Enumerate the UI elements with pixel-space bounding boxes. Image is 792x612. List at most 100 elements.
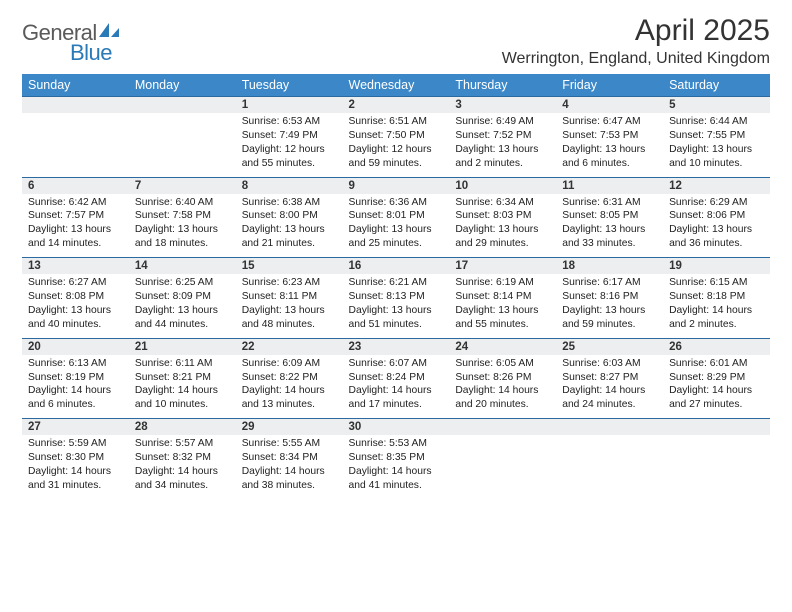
day-number-cell: 8 <box>236 177 343 194</box>
day-data: Sunrise: 5:59 AMSunset: 8:30 PMDaylight:… <box>22 435 129 499</box>
day-data: Sunrise: 6:11 AMSunset: 8:21 PMDaylight:… <box>129 355 236 419</box>
day-data-cell: Sunrise: 5:59 AMSunset: 8:30 PMDaylight:… <box>22 435 129 499</box>
day-data: Sunrise: 6:13 AMSunset: 8:19 PMDaylight:… <box>22 355 129 419</box>
day-data-cell <box>663 435 770 499</box>
day-number-cell: 16 <box>343 258 450 275</box>
day-number: 25 <box>556 339 663 355</box>
day-number: 5 <box>663 97 770 113</box>
day-data-cell: Sunrise: 6:05 AMSunset: 8:26 PMDaylight:… <box>449 355 556 419</box>
logo: GeneralBlue <box>22 14 120 66</box>
week-data-row: Sunrise: 5:59 AMSunset: 8:30 PMDaylight:… <box>22 435 770 499</box>
day-data-cell: Sunrise: 6:42 AMSunset: 7:57 PMDaylight:… <box>22 194 129 258</box>
day-data: Sunrise: 6:27 AMSunset: 8:08 PMDaylight:… <box>22 274 129 338</box>
day-data: Sunrise: 6:17 AMSunset: 8:16 PMDaylight:… <box>556 274 663 338</box>
day-data <box>449 435 556 493</box>
day-number: 19 <box>663 258 770 274</box>
day-number-cell: 18 <box>556 258 663 275</box>
day-data-cell <box>129 113 236 177</box>
calendar-body: 12345 Sunrise: 6:53 AMSunset: 7:49 PMDay… <box>22 97 770 499</box>
day-number-cell: 10 <box>449 177 556 194</box>
day-number: 23 <box>343 339 450 355</box>
day-data-cell: Sunrise: 5:53 AMSunset: 8:35 PMDaylight:… <box>343 435 450 499</box>
day-data <box>129 113 236 171</box>
day-number-cell: 11 <box>556 177 663 194</box>
day-header: Saturday <box>663 74 770 97</box>
day-number: 10 <box>449 178 556 194</box>
day-number: 17 <box>449 258 556 274</box>
day-number-cell: 15 <box>236 258 343 275</box>
calendar-table: SundayMondayTuesdayWednesdayThursdayFrid… <box>22 74 770 499</box>
day-number: 15 <box>236 258 343 274</box>
day-data-cell: Sunrise: 6:01 AMSunset: 8:29 PMDaylight:… <box>663 355 770 419</box>
day-data-cell: Sunrise: 6:38 AMSunset: 8:00 PMDaylight:… <box>236 194 343 258</box>
week-number-row: 6789101112 <box>22 177 770 194</box>
day-number-cell <box>556 419 663 436</box>
day-number: 20 <box>22 339 129 355</box>
day-data <box>22 113 129 171</box>
day-number-cell <box>22 97 129 114</box>
day-number-cell: 29 <box>236 419 343 436</box>
day-number-cell: 3 <box>449 97 556 114</box>
month-title: April 2025 <box>502 14 770 48</box>
day-number-cell: 2 <box>343 97 450 114</box>
day-number: 11 <box>556 178 663 194</box>
day-data: Sunrise: 6:36 AMSunset: 8:01 PMDaylight:… <box>343 194 450 258</box>
location-text: Werrington, England, United Kingdom <box>502 50 770 68</box>
day-data: Sunrise: 5:55 AMSunset: 8:34 PMDaylight:… <box>236 435 343 499</box>
day-number: 28 <box>129 419 236 435</box>
logo-text-blue: Blue <box>70 40 120 66</box>
day-header: Friday <box>556 74 663 97</box>
day-data: Sunrise: 6:15 AMSunset: 8:18 PMDaylight:… <box>663 274 770 338</box>
day-number-cell: 7 <box>129 177 236 194</box>
day-number: 4 <box>556 97 663 113</box>
day-number: 16 <box>343 258 450 274</box>
day-number: 9 <box>343 178 450 194</box>
day-number-cell: 24 <box>449 338 556 355</box>
week-number-row: 13141516171819 <box>22 258 770 275</box>
day-data-cell: Sunrise: 6:44 AMSunset: 7:55 PMDaylight:… <box>663 113 770 177</box>
day-number-cell: 4 <box>556 97 663 114</box>
day-data: Sunrise: 6:38 AMSunset: 8:00 PMDaylight:… <box>236 194 343 258</box>
day-header: Wednesday <box>343 74 450 97</box>
day-data-cell: Sunrise: 6:27 AMSunset: 8:08 PMDaylight:… <box>22 274 129 338</box>
day-number-cell: 13 <box>22 258 129 275</box>
week-data-row: Sunrise: 6:42 AMSunset: 7:57 PMDaylight:… <box>22 194 770 258</box>
day-number-cell: 14 <box>129 258 236 275</box>
day-number <box>22 97 129 113</box>
day-number-cell: 25 <box>556 338 663 355</box>
day-number: 24 <box>449 339 556 355</box>
day-number: 22 <box>236 339 343 355</box>
header: GeneralBlue April 2025 Werrington, Engla… <box>22 14 770 68</box>
day-data-cell: Sunrise: 6:29 AMSunset: 8:06 PMDaylight:… <box>663 194 770 258</box>
day-data: Sunrise: 6:51 AMSunset: 7:50 PMDaylight:… <box>343 113 450 177</box>
day-data-cell: Sunrise: 6:21 AMSunset: 8:13 PMDaylight:… <box>343 274 450 338</box>
day-data-cell: Sunrise: 6:19 AMSunset: 8:14 PMDaylight:… <box>449 274 556 338</box>
day-data-cell: Sunrise: 6:34 AMSunset: 8:03 PMDaylight:… <box>449 194 556 258</box>
day-number: 27 <box>22 419 129 435</box>
day-number-cell: 17 <box>449 258 556 275</box>
day-data: Sunrise: 5:53 AMSunset: 8:35 PMDaylight:… <box>343 435 450 499</box>
day-number <box>663 419 770 435</box>
week-data-row: Sunrise: 6:13 AMSunset: 8:19 PMDaylight:… <box>22 355 770 419</box>
day-data <box>556 435 663 493</box>
day-number: 12 <box>663 178 770 194</box>
day-number-cell: 30 <box>343 419 450 436</box>
week-number-row: 20212223242526 <box>22 338 770 355</box>
day-number <box>449 419 556 435</box>
day-data-cell <box>556 435 663 499</box>
day-data: Sunrise: 6:07 AMSunset: 8:24 PMDaylight:… <box>343 355 450 419</box>
day-number: 6 <box>22 178 129 194</box>
day-header: Monday <box>129 74 236 97</box>
day-data: Sunrise: 6:05 AMSunset: 8:26 PMDaylight:… <box>449 355 556 419</box>
week-data-row: Sunrise: 6:27 AMSunset: 8:08 PMDaylight:… <box>22 274 770 338</box>
day-data: Sunrise: 6:01 AMSunset: 8:29 PMDaylight:… <box>663 355 770 419</box>
week-number-row: 27282930 <box>22 419 770 436</box>
day-data: Sunrise: 6:29 AMSunset: 8:06 PMDaylight:… <box>663 194 770 258</box>
day-data-cell: Sunrise: 6:25 AMSunset: 8:09 PMDaylight:… <box>129 274 236 338</box>
day-number-cell: 28 <box>129 419 236 436</box>
day-number: 2 <box>343 97 450 113</box>
day-data-cell: Sunrise: 6:15 AMSunset: 8:18 PMDaylight:… <box>663 274 770 338</box>
title-block: April 2025 Werrington, England, United K… <box>502 14 770 68</box>
week-number-row: 12345 <box>22 97 770 114</box>
day-data: Sunrise: 6:21 AMSunset: 8:13 PMDaylight:… <box>343 274 450 338</box>
